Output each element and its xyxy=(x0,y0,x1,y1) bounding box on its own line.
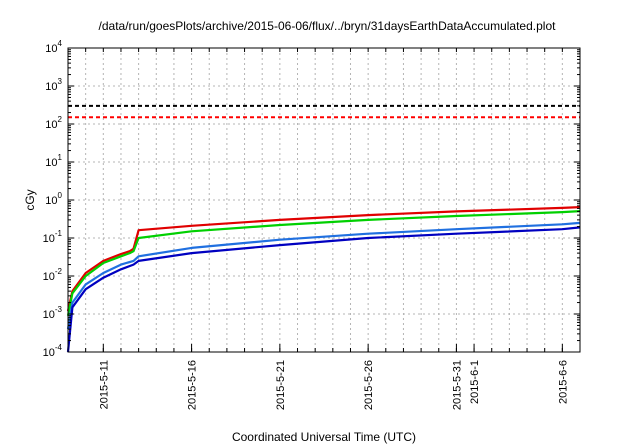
x-tick-label: 2015-5-21 xyxy=(275,360,287,410)
x-axis-ticks: 2015-5-11 2015-5-16 2015-5-21 2015-5-26 2015… xyxy=(85,48,569,410)
y-axis-ticks: 10-4 10-3 10-2 10-1 100 101 102 103 104 xyxy=(43,39,580,359)
x-tick-label: 2015-5-26 xyxy=(363,360,375,410)
y-axis-label: cGy xyxy=(23,189,37,210)
y-tick-label: 10-3 xyxy=(43,305,63,321)
data-series xyxy=(66,206,581,353)
x-tick-label: 2015-6-6 xyxy=(557,360,569,404)
y-tick-label: 10-1 xyxy=(43,229,63,245)
x-tick-label: 2015-5-11 xyxy=(98,360,110,409)
x-tick-label: 2015-5-16 xyxy=(187,360,199,410)
grid xyxy=(68,48,580,352)
y-tick-label: 100 xyxy=(45,191,62,207)
y-tick-label: 102 xyxy=(45,115,62,131)
x-tick-label: 2015-5-31 xyxy=(451,360,463,410)
series-line-4 xyxy=(66,226,581,353)
y-tick-label: 10-2 xyxy=(43,267,63,283)
chart-title: /data/run/goesPlots/archive/2015-06-06/f… xyxy=(99,19,557,33)
y-tick-label: 10-4 xyxy=(43,343,63,359)
y-tick-label: 103 xyxy=(45,77,62,93)
x-axis-label: Coordinated Universal Time (UTC) xyxy=(232,430,416,444)
series-line-1 xyxy=(66,206,581,312)
y-tick-label: 101 xyxy=(45,153,62,169)
threshold-lines xyxy=(68,104,580,119)
series-line-3 xyxy=(66,221,581,330)
series-line-2 xyxy=(66,210,581,316)
x-tick-label: 2015-6-1 xyxy=(469,360,481,404)
y-tick-label: 104 xyxy=(45,39,62,55)
